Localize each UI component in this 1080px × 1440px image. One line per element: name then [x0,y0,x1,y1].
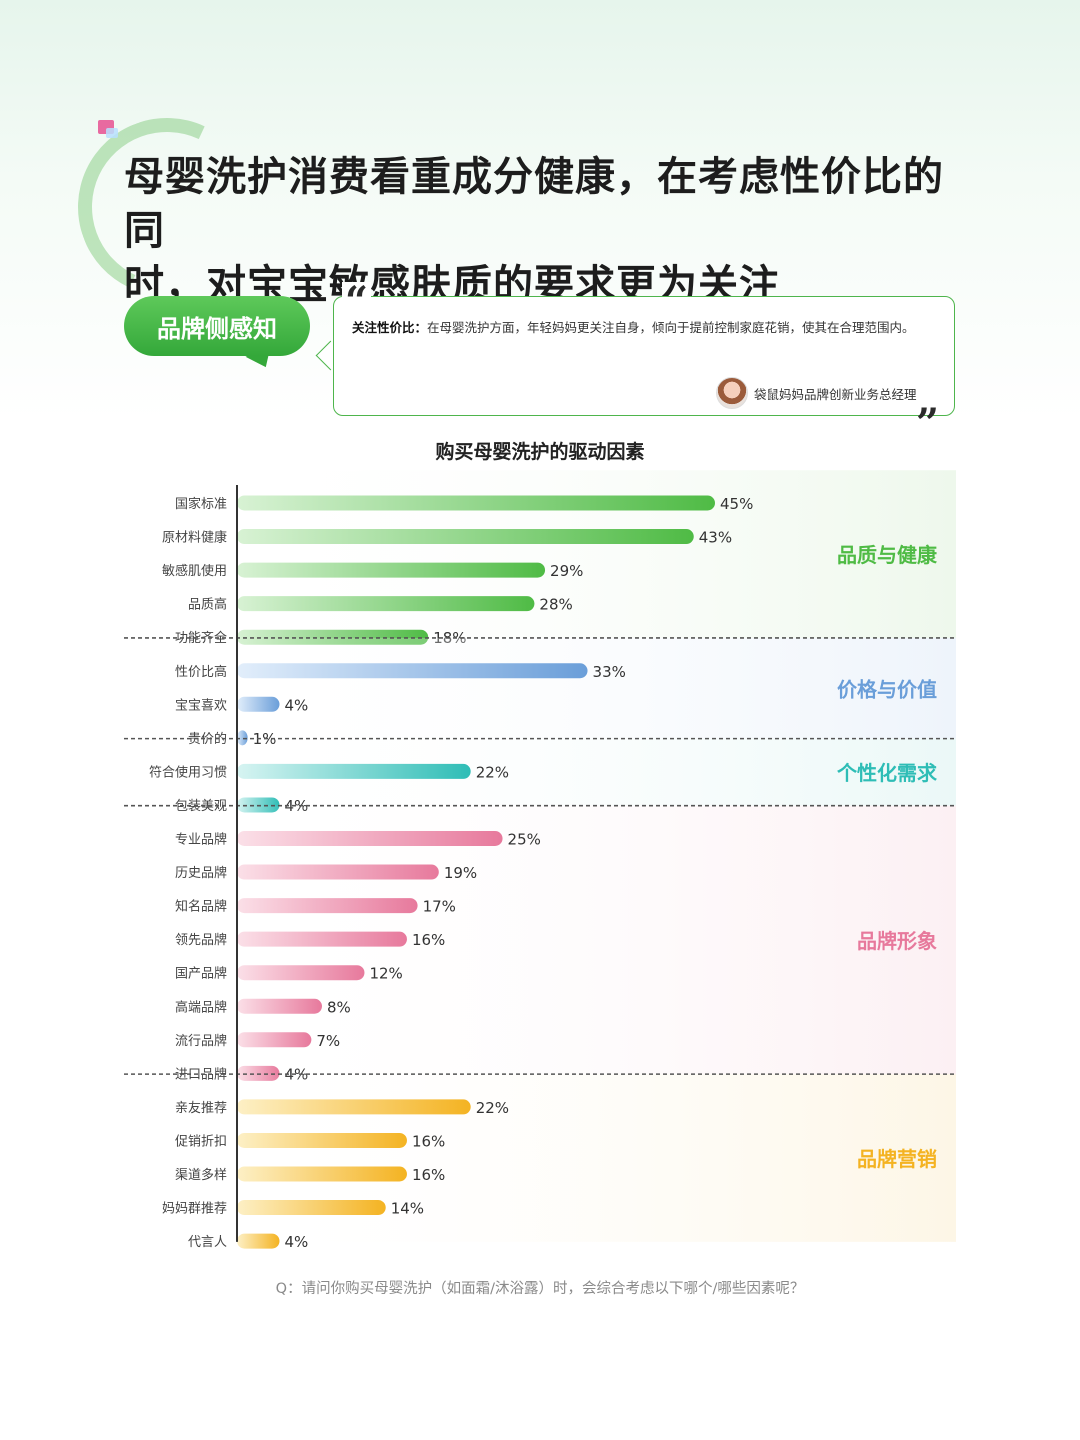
bar [237,998,322,1014]
quote-box [333,296,955,416]
value-label: 22% [476,763,509,781]
bar [237,1032,312,1048]
group-background-5 [238,1074,956,1242]
page-title-line-1: 母婴洗护消费看重成分健康，在考虑性价比的同 [124,154,944,254]
bar [237,529,694,545]
category-label: 品质高 [188,597,227,613]
close-quote-icon: ” [916,400,940,447]
value-label: 33% [593,663,626,681]
category-label: 专业品牌 [175,832,227,848]
category-label: 亲友推荐 [175,1100,227,1116]
quote-body: 在母婴洗护方面，年轻妈妈更关注自身，倾向于提前控制家庭花销，使其在合理范围内。 [427,320,915,335]
bar [237,763,471,779]
category-label: 功能齐全 [175,630,227,646]
chart-title: 购买母婴洗护的驱动因素 [435,440,644,463]
value-label: 16% [412,1166,445,1184]
value-label: 8% [327,998,351,1016]
brand-label-pill: 品牌侧感知 [124,296,310,356]
group-label: 品牌形象 [857,929,937,953]
quote-lead: 关注性价比： [352,320,428,335]
value-label: 17% [423,898,456,916]
bar [237,898,418,914]
group-background-2 [238,637,956,739]
category-label: 渠道多样 [175,1167,227,1183]
category-label: 包装美观 [175,799,227,814]
category-label: 代言人 [188,1235,227,1250]
category-label: 国家标准 [175,496,227,512]
group-label: 价格与价值 [837,677,937,701]
category-label: 领先品牌 [175,932,227,948]
survey-question-footnote: Q：请问你购买母婴洗护（如面霜/沐浴露）时，会综合考虑以下哪个/哪些因素呢？ [275,1281,805,1297]
category-label: 符合使用习惯 [149,764,227,780]
category-label: 历史品牌 [175,865,227,881]
value-label: 16% [412,931,445,949]
category-label: 知名品牌 [175,899,227,915]
category-label: 促销折扣 [175,1134,227,1149]
value-label: 29% [550,562,583,580]
bar [237,562,546,578]
quote-author: 袋鼠妈妈品牌创新业务总经理 [716,377,917,409]
value-label: 14% [391,1200,424,1218]
value-label: 16% [412,1132,445,1150]
value-label: 4% [284,696,308,714]
value-label: 25% [508,831,541,849]
group-label: 品质与健康 [837,543,938,567]
bar [237,831,503,846]
bar [237,864,439,880]
category-label: 原材料健康 [162,530,227,546]
bar [237,663,588,679]
category-label: 妈妈群推荐 [162,1202,227,1217]
quote-text: 关注性价比：在母婴洗护方面，年轻妈妈更关注自身，倾向于提前控制家庭花销，使其在合… [352,314,942,342]
group-label: 个性化需求 [836,761,938,785]
category-label: 性价比高 [175,664,227,680]
group-label: 品牌营销 [857,1147,937,1171]
bar [237,965,365,981]
bar [237,495,715,511]
open-quote-icon: “ [342,282,372,322]
value-label: 45% [720,495,753,513]
value-label: 28% [539,596,572,614]
value-label: 4% [284,1233,308,1251]
category-label: 国产品牌 [175,966,227,982]
page-title: 母婴洗护消费看重成分健康，在考虑性价比的同 时，对宝宝敏感肤质的要求更为关注 [124,150,984,312]
bar [237,1233,280,1249]
value-label: 19% [444,864,477,882]
category-label: 敏感肌使用 [162,563,227,579]
value-label: 43% [699,529,732,547]
bar [237,1200,386,1216]
value-label: 12% [369,965,402,983]
category-label: 流行品牌 [175,1033,227,1049]
decorative-square-small [106,128,118,138]
category-label: 高端品牌 [175,999,227,1015]
category-label: 贵价的 [188,731,227,747]
avatar [716,377,748,409]
bar [237,696,280,712]
bar [237,1099,471,1115]
bar [237,1166,407,1182]
bar [237,931,407,947]
category-label: 宝宝喜欢 [175,698,227,713]
bar [237,1132,407,1148]
value-label: 7% [316,1032,340,1050]
bar [237,596,535,612]
value-label: 22% [476,1099,509,1117]
category-label: 进口品牌 [175,1066,227,1082]
quote-author-name: 袋鼠妈妈品牌创新业务总经理 [754,386,917,402]
